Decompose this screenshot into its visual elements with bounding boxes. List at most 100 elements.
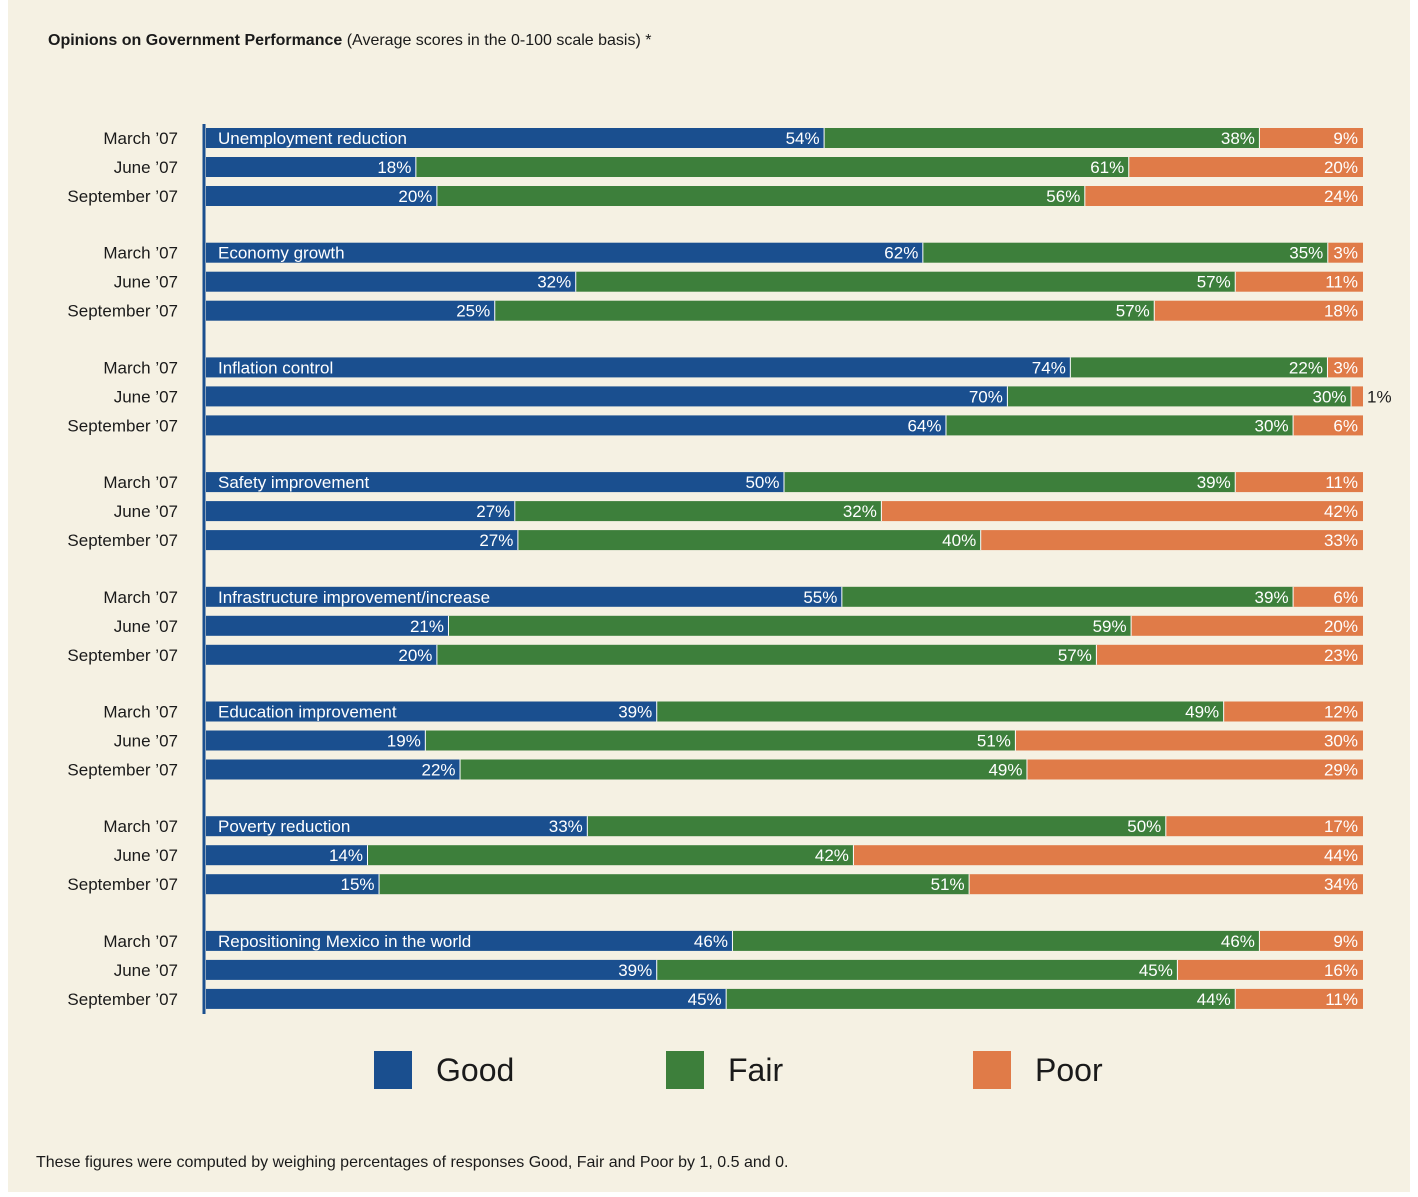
- bar-segment-poor: [1085, 186, 1363, 206]
- data-label: 18%: [1324, 302, 1358, 321]
- bar-segment-fair: [824, 128, 1260, 148]
- data-label: 39%: [618, 703, 652, 722]
- bar-segment-good: [206, 816, 588, 837]
- data-label: 27%: [476, 502, 510, 521]
- data-label: 20%: [398, 646, 432, 665]
- data-label: 30%: [1313, 387, 1347, 406]
- category-label: Unemployment reduction: [218, 129, 407, 148]
- data-label: 20%: [1324, 158, 1358, 177]
- data-label: 46%: [1221, 932, 1255, 951]
- bar-segment-good: [206, 930, 733, 951]
- data-label: 34%: [1324, 875, 1358, 894]
- bar-segment-poor: [1154, 300, 1363, 321]
- data-label: 20%: [1324, 617, 1358, 636]
- bar-segment-good: [206, 415, 947, 436]
- data-label: 19%: [387, 732, 421, 751]
- bar-segment-fair: [784, 472, 1236, 493]
- category-label: Inflation control: [218, 358, 333, 377]
- bar-segment-fair: [587, 816, 1167, 837]
- period-label: September ’07: [67, 646, 178, 665]
- bar-segment-good: [206, 759, 461, 780]
- data-label: 20%: [398, 187, 432, 206]
- bar-segment-good: [206, 959, 658, 980]
- data-label: 55%: [803, 588, 837, 607]
- period-label: June ’07: [114, 158, 178, 177]
- data-label: 12%: [1324, 703, 1358, 722]
- category-label: Safety improvement: [218, 473, 369, 492]
- legend-label-fair: Fair: [728, 1052, 783, 1088]
- period-label: March ’07: [103, 588, 178, 607]
- data-label: 14%: [329, 846, 363, 865]
- period-label: March ’07: [103, 358, 178, 377]
- period-label: September ’07: [67, 187, 178, 206]
- bar-segment-good: [206, 586, 843, 607]
- data-label: 57%: [1116, 302, 1150, 321]
- data-label: 44%: [1197, 990, 1231, 1009]
- data-label: 24%: [1324, 187, 1358, 206]
- period-label: September ’07: [67, 302, 178, 321]
- bar-segment-poor: [1259, 930, 1363, 951]
- bar-segment-fair: [946, 415, 1294, 436]
- bar-segment-poor: [1235, 472, 1363, 493]
- bar-segment-fair: [367, 845, 854, 866]
- bar-segment-good: [206, 874, 380, 895]
- period-label: June ’07: [114, 502, 178, 521]
- period-label: September ’07: [67, 990, 178, 1009]
- data-label: 32%: [537, 273, 571, 292]
- data-label: 21%: [410, 617, 444, 636]
- data-label: 29%: [1324, 761, 1358, 780]
- data-label: 25%: [456, 302, 490, 321]
- data-label: 6%: [1333, 588, 1358, 607]
- data-label: 3%: [1333, 358, 1358, 377]
- bar-segment-fair: [515, 501, 882, 522]
- bar-segment-fair: [1007, 386, 1352, 407]
- period-label: June ’07: [114, 732, 178, 751]
- bar-segment-poor: [1259, 128, 1363, 148]
- period-label: March ’07: [103, 129, 178, 148]
- bar-segment-poor: [969, 874, 1363, 895]
- bar-segment-fair: [842, 586, 1294, 607]
- data-label: 51%: [931, 875, 965, 894]
- data-label: 39%: [618, 961, 652, 980]
- data-label: 15%: [341, 875, 375, 894]
- bar-segment-good: [206, 386, 1008, 407]
- bar-segment-poor: [1027, 759, 1363, 780]
- bar-segment-good: [206, 357, 1071, 378]
- period-label: March ’07: [103, 932, 178, 951]
- data-label: 61%: [1090, 158, 1124, 177]
- bar-segment-poor: [1096, 644, 1363, 665]
- data-label: 50%: [745, 473, 779, 492]
- data-label: 17%: [1324, 817, 1358, 836]
- data-label: 22%: [1289, 358, 1323, 377]
- period-label: June ’07: [114, 961, 178, 980]
- bar-segment-poor: [1235, 271, 1363, 292]
- bar-segment-good: [206, 472, 785, 493]
- data-label: 11%: [1325, 990, 1358, 1009]
- bar-segment-fair: [657, 959, 1178, 980]
- bar-segment-good: [206, 644, 438, 665]
- period-label: March ’07: [103, 244, 178, 263]
- bar-segment-poor: [1293, 586, 1363, 607]
- category-label: Repositioning Mexico in the world: [218, 932, 471, 951]
- chart-title-main: Opinions on Government Performance: [48, 32, 343, 49]
- legend-swatch-poor: [973, 1051, 1011, 1089]
- data-label: 51%: [977, 732, 1011, 751]
- legend-label-poor: Poor: [1035, 1052, 1103, 1088]
- bar-segment-poor: [853, 845, 1363, 866]
- bar-segment-good: [206, 128, 825, 148]
- bar-segment-fair: [460, 759, 1028, 780]
- bar-segment-good: [206, 300, 496, 321]
- bar-segment-poor: [1015, 730, 1363, 751]
- chart-title-subtitle: (Average scores in the 0-100 scale basis…: [342, 32, 652, 49]
- bar-segment-poor: [1166, 816, 1363, 837]
- data-label: 39%: [1255, 588, 1289, 607]
- period-label: March ’07: [103, 473, 178, 492]
- bar-segment-fair: [1070, 357, 1328, 378]
- data-label: 40%: [942, 531, 976, 550]
- data-label: 1%: [1367, 387, 1392, 406]
- data-label: 54%: [786, 129, 820, 148]
- category-label: Poverty reduction: [218, 817, 350, 836]
- bar-segment-poor: [1293, 415, 1363, 436]
- data-label: 3%: [1333, 244, 1358, 263]
- data-label: 11%: [1325, 473, 1358, 492]
